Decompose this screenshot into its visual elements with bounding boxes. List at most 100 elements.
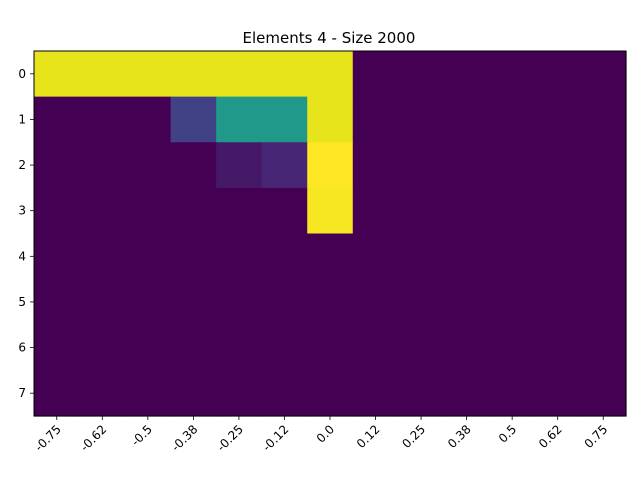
x-tick-label-1: -0.62 <box>78 422 110 454</box>
heatmap-cell-r4-c12 <box>580 233 627 280</box>
heatmap-cell-r0-c0 <box>34 51 81 98</box>
heatmap-cell-r2-c5 <box>261 142 308 189</box>
heatmap-cell-r3-c2 <box>125 187 172 235</box>
heatmap-cell-r7-c8 <box>398 370 445 417</box>
heatmap-cell-r2-c6 <box>307 142 354 189</box>
heatmap-cell-r3-c6 <box>307 187 354 235</box>
heatmap-cell-r3-c8 <box>398 187 445 235</box>
heatmap-cell-r7-c1 <box>79 370 126 417</box>
heatmap-cell-r0-c12 <box>580 51 627 98</box>
heatmap-cell-r2-c12 <box>580 142 627 189</box>
heatmap-cell-r6-c7 <box>352 324 399 371</box>
heatmap-cell-r6-c4 <box>216 324 263 371</box>
heatmap-cell-r0-c1 <box>79 51 126 98</box>
heatmap-cell-r5-c12 <box>580 279 627 326</box>
heatmap-cell-r4-c9 <box>443 233 490 280</box>
heatmap-cell-r5-c9 <box>443 279 490 326</box>
x-tick-label-9: 0.38 <box>445 422 474 451</box>
heatmap-cell-r7-c0 <box>34 370 81 417</box>
heatmap-cell-r1-c9 <box>443 96 490 143</box>
x-tick-label-12: 0.75 <box>582 422 611 451</box>
heatmap-cell-r3-c11 <box>534 187 582 235</box>
heatmap-cell-r2-c11 <box>534 142 582 189</box>
heatmap-cell-r0-c3 <box>170 51 217 98</box>
heatmap-cell-r2-c8 <box>398 142 445 189</box>
heatmap-cell-r7-c4 <box>216 370 263 417</box>
heatmap-cell-r5-c6 <box>307 279 354 326</box>
x-axis-ticks: -0.75 -0.62 -0.5 -0.38 -0.25 -0.12 0.0 0.12 0.25… <box>32 416 610 454</box>
heatmap-cell-r5-c8 <box>398 279 445 326</box>
heatmap-cell-r3-c12 <box>580 187 627 235</box>
heatmap-cell-r7-c10 <box>489 370 536 417</box>
heatmap-cell-r7-c9 <box>443 370 490 417</box>
heatmap-cell-r3-c0 <box>34 187 81 235</box>
heatmap-cell-r0-c6 <box>307 51 354 98</box>
heatmap-cell-r6-c2 <box>125 324 172 371</box>
heatmap-cell-r3-c9 <box>443 187 490 235</box>
heatmap-cell-r4-c1 <box>79 233 126 280</box>
heatmap-cell-r3-c4 <box>216 187 263 235</box>
heatmap-cell-r2-c10 <box>489 142 536 189</box>
x-tick-label-3: -0.38 <box>169 422 201 454</box>
heatmap-cell-r1-c5 <box>261 96 308 143</box>
heatmap-cell-r5-c2 <box>125 279 172 326</box>
heatmap-cell-r2-c4 <box>216 142 263 189</box>
heatmap-cell-r0-c10 <box>489 51 536 98</box>
heatmap-cell-r1-c12 <box>580 96 627 143</box>
heatmap-cell-r4-c2 <box>125 233 172 280</box>
x-tick-label-4: -0.25 <box>214 422 246 454</box>
heatmap-cell-r4-c7 <box>352 233 399 280</box>
heatmap-cell-r4-c10 <box>489 233 536 280</box>
heatmap-cells <box>34 51 627 417</box>
heatmap-cell-r1-c7 <box>352 96 399 143</box>
heatmap-cell-r4-c6 <box>307 233 354 280</box>
heatmap-cell-r6-c5 <box>261 324 308 371</box>
heatmap-cell-r6-c10 <box>489 324 536 371</box>
heatmap-cell-r7-c3 <box>170 370 217 417</box>
x-tick-label-10: 0.5 <box>496 422 519 445</box>
heatmap-cell-r7-c7 <box>352 370 399 417</box>
heatmap-cell-r0-c7 <box>352 51 399 98</box>
chart-title: Elements 4 - Size 2000 <box>243 29 416 47</box>
y-tick-label-3: 3 <box>18 204 26 218</box>
heatmap-cell-r2-c0 <box>34 142 81 189</box>
heatmap-cell-r1-c8 <box>398 96 445 143</box>
heatmap-cell-r3-c1 <box>79 187 126 235</box>
heatmap-cell-r7-c6 <box>307 370 354 417</box>
heatmap-cell-r6-c6 <box>307 324 354 371</box>
heatmap-cell-r7-c5 <box>261 370 308 417</box>
heatmap-cell-r6-c11 <box>534 324 582 371</box>
heatmap-cell-r4-c4 <box>216 233 263 280</box>
heatmap-cell-r5-c3 <box>170 279 217 326</box>
heatmap-cell-r2-c9 <box>443 142 490 189</box>
heatmap-cell-r4-c3 <box>170 233 217 280</box>
heatmap-cell-r6-c0 <box>34 324 81 371</box>
y-tick-label-4: 4 <box>18 249 26 263</box>
heatmap-cell-r6-c9 <box>443 324 490 371</box>
heatmap-cell-r5-c10 <box>489 279 536 326</box>
heatmap-cell-r0-c8 <box>398 51 445 98</box>
heatmap-cell-r0-c4 <box>216 51 263 98</box>
heatmap-cell-r5-c7 <box>352 279 399 326</box>
x-tick-label-11: 0.62 <box>536 422 565 451</box>
heatmap-cell-r6-c1 <box>79 324 126 371</box>
heatmap-cell-r5-c1 <box>79 279 126 326</box>
heatmap-cell-r6-c12 <box>580 324 627 371</box>
heatmap-cell-r0-c5 <box>261 51 308 98</box>
y-tick-label-1: 1 <box>18 112 26 126</box>
heatmap-cell-r4-c8 <box>398 233 445 280</box>
heatmap-cell-r1-c4 <box>216 96 263 143</box>
heatmap-cell-r2-c2 <box>125 142 172 189</box>
y-axis-ticks: 0 1 2 3 4 5 6 7 <box>18 67 34 400</box>
x-tick-label-8: 0.25 <box>399 422 428 451</box>
heatmap-cell-r5-c4 <box>216 279 263 326</box>
x-tick-label-2: -0.5 <box>129 422 155 448</box>
heatmap-cell-r5-c11 <box>534 279 582 326</box>
heatmap-cell-r3-c3 <box>170 187 217 235</box>
heatmap-cell-r0-c9 <box>443 51 490 98</box>
x-tick-label-5: -0.12 <box>260 422 292 454</box>
y-tick-label-0: 0 <box>18 67 26 81</box>
heatmap-cell-r5-c5 <box>261 279 308 326</box>
heatmap-cell-r4-c5 <box>261 233 308 280</box>
